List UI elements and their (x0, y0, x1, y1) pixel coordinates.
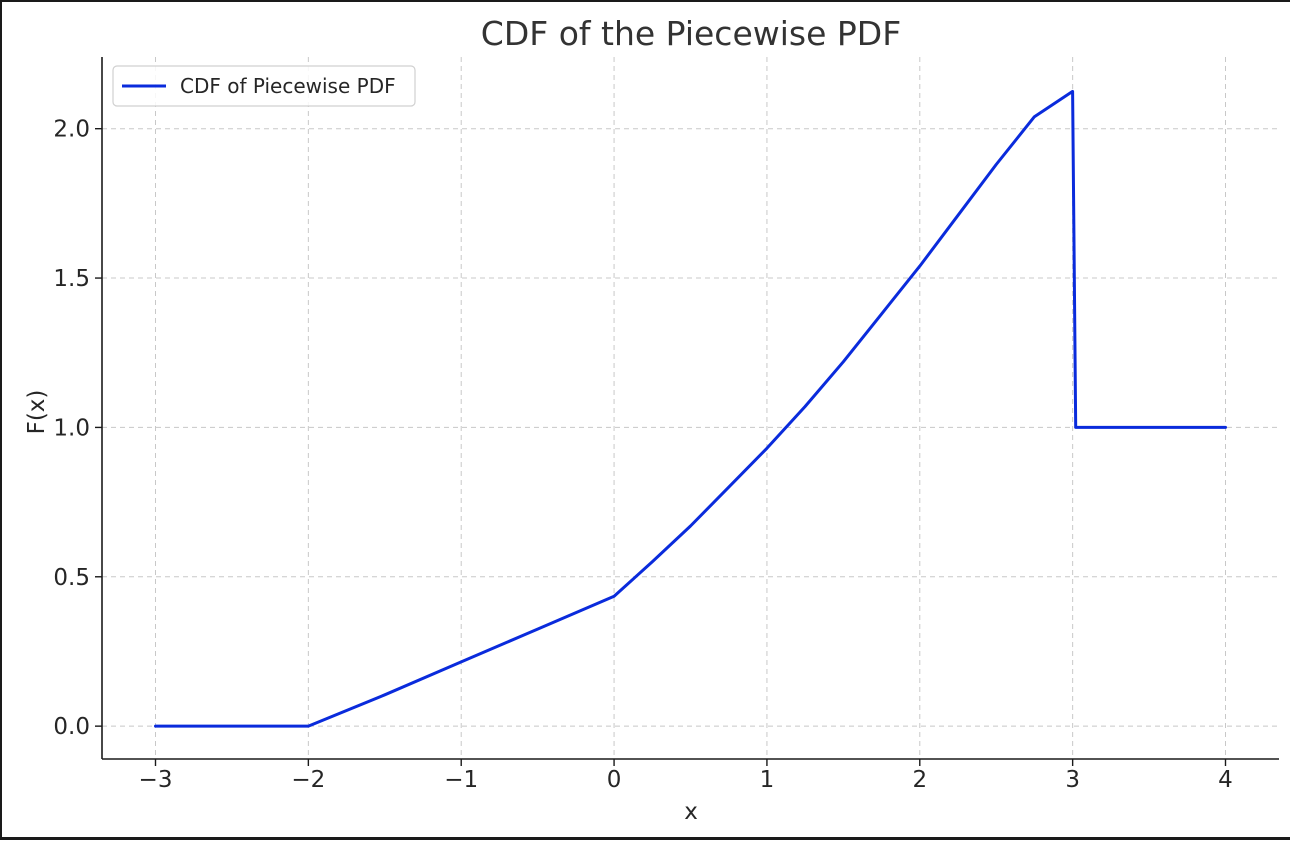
y-tick-label: 1.5 (53, 266, 90, 292)
y-tick-label: 1.0 (53, 415, 90, 441)
legend-label: CDF of Piecewise PDF (180, 74, 396, 98)
x-tick-label: 0 (607, 767, 622, 793)
y-tick-label: 0.0 (53, 714, 90, 740)
legend-box (112, 65, 416, 107)
axes (101, 57, 1279, 760)
y-ticks: 0.0 0.5 1.0 1.5 2.0 (53, 117, 102, 740)
chart-title: CDF of the Piecewise PDF (481, 14, 901, 53)
x-tick-label: −2 (291, 767, 325, 793)
cdf-series-line (154, 89, 1227, 728)
series (154, 89, 1227, 728)
x-tick-label: 3 (1065, 767, 1080, 793)
legend: CDF of Piecewise PDF (112, 65, 416, 107)
x-tick-label: −3 (139, 767, 173, 793)
y-axis-label: F(x) (24, 390, 50, 435)
y-tick-label: 2.0 (53, 117, 90, 143)
x-tick-label: 4 (1218, 767, 1233, 793)
x-tick-label: 2 (912, 767, 927, 793)
grid (102, 57, 1279, 759)
x-tick-label: 1 (760, 767, 775, 793)
y-tick-label: 0.5 (53, 565, 90, 591)
x-ticks: −3 −2 −1 0 1 2 3 4 (139, 759, 1233, 793)
x-axis-label: x (684, 799, 698, 825)
x-tick-label: −1 (444, 767, 478, 793)
